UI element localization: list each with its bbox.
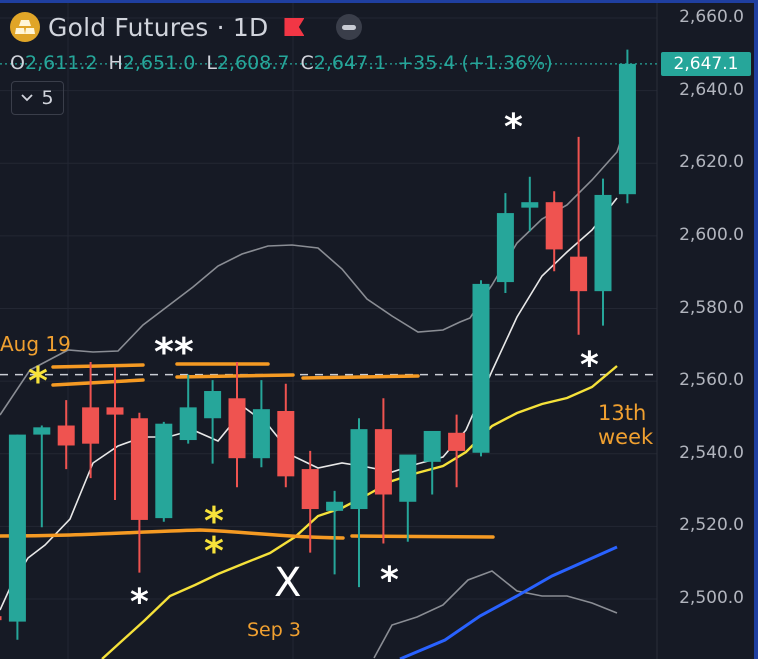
candle bbox=[545, 191, 563, 272]
candle bbox=[594, 178, 612, 326]
candle bbox=[472, 280, 490, 457]
candle bbox=[496, 193, 514, 293]
annotation-yellow-asterisk-upper: * bbox=[204, 499, 224, 543]
price-axis-label: 2,520.0 bbox=[679, 515, 744, 536]
open-label: O bbox=[10, 52, 25, 74]
symbol-title[interactable]: Gold Futures · 1D bbox=[48, 12, 269, 42]
low-label: L bbox=[206, 52, 217, 74]
indicators-toggle-button[interactable]: 5 bbox=[11, 81, 64, 115]
candle bbox=[82, 361, 100, 479]
price-axis-label: 2,580.0 bbox=[679, 297, 744, 318]
minus-icon bbox=[342, 24, 357, 30]
price-axis-label: 2,660.0 bbox=[679, 7, 744, 27]
indicators-count: 5 bbox=[41, 87, 54, 109]
orange-drawings bbox=[0, 362, 495, 540]
candle bbox=[228, 361, 246, 488]
ma-gray-upper-line bbox=[0, 142, 621, 416]
chart-legend: Gold Futures · 1D bbox=[10, 12, 363, 42]
high-label: H bbox=[108, 52, 123, 74]
candle bbox=[277, 383, 295, 488]
candle bbox=[179, 374, 197, 444]
gold-bars-glyph bbox=[15, 20, 35, 34]
candlestick-series bbox=[0, 49, 636, 640]
candle bbox=[521, 176, 539, 232]
candle bbox=[204, 380, 222, 464]
annotation-double-asterisk: ** bbox=[154, 330, 194, 374]
candle bbox=[252, 380, 270, 468]
price-axis-label: 2,620.0 bbox=[679, 152, 744, 173]
price-axis-label: 2,500.0 bbox=[679, 588, 744, 608]
candle bbox=[448, 414, 466, 488]
close-value: 2,647.1 bbox=[313, 52, 387, 74]
annotation-13th: 13th bbox=[598, 401, 647, 425]
change-value: +35.4 (+1.36%) bbox=[397, 52, 553, 74]
grid-lines bbox=[0, 0, 657, 659]
annotation-sep-3: Sep 3 bbox=[247, 619, 301, 641]
low-value: 2,608.7 bbox=[216, 52, 290, 74]
candle bbox=[106, 367, 124, 500]
price-axis-label: 2,540.0 bbox=[679, 442, 744, 463]
red-flag-icon[interactable] bbox=[284, 18, 305, 36]
candle bbox=[301, 450, 319, 553]
annotation-yellow-asterisk-lower: * bbox=[204, 529, 224, 573]
ma-gray-lower-line bbox=[373, 570, 618, 659]
gold-bars-icon bbox=[10, 12, 40, 42]
annotation-white-asterisk-mid: * bbox=[380, 560, 399, 601]
high-value: 2,651.0 bbox=[122, 52, 196, 74]
candle bbox=[130, 412, 148, 573]
ma-blue-line bbox=[399, 545, 618, 659]
price-axis-label: 2,600.0 bbox=[679, 224, 744, 245]
candle bbox=[399, 454, 417, 542]
current-price-tag: 2,647.1 bbox=[661, 51, 751, 76]
ohlc-values: O2,611.2 H2,651.0 L2,608.7 C2,647.1 +35.… bbox=[10, 52, 553, 74]
candle bbox=[33, 425, 51, 528]
candle bbox=[155, 421, 173, 522]
ma-white-line bbox=[0, 197, 618, 611]
candle bbox=[618, 49, 636, 204]
candle bbox=[0, 616, 2, 621]
annotation-x-mark: X bbox=[274, 560, 302, 606]
annotation-week: week bbox=[598, 425, 654, 449]
annotation-yellow-asterisk-aug19: * bbox=[28, 359, 48, 403]
candle bbox=[57, 400, 75, 470]
candle bbox=[326, 490, 344, 575]
close-label: C bbox=[300, 52, 314, 74]
candle bbox=[570, 136, 588, 335]
candle bbox=[350, 418, 368, 588]
annotation-aug-19: Aug 19 bbox=[0, 332, 71, 356]
collapse-legend-button[interactable] bbox=[336, 14, 363, 40]
chevron-down-icon bbox=[21, 94, 34, 102]
annotation-white-asterisk-top: * bbox=[504, 107, 523, 148]
candle bbox=[423, 430, 441, 495]
price-axis-label: 2,640.0 bbox=[679, 79, 744, 100]
candle bbox=[8, 434, 26, 640]
right-accent-bar bbox=[754, 0, 758, 659]
price-axis-label: 2,560.0 bbox=[679, 370, 744, 391]
annotation-white-asterisk-left: * bbox=[130, 582, 149, 623]
annotation-white-asterisk-right: * bbox=[580, 345, 599, 386]
top-accent-bar bbox=[0, 0, 758, 3]
candle bbox=[374, 398, 392, 544]
open-value: 2,611.2 bbox=[24, 52, 98, 74]
